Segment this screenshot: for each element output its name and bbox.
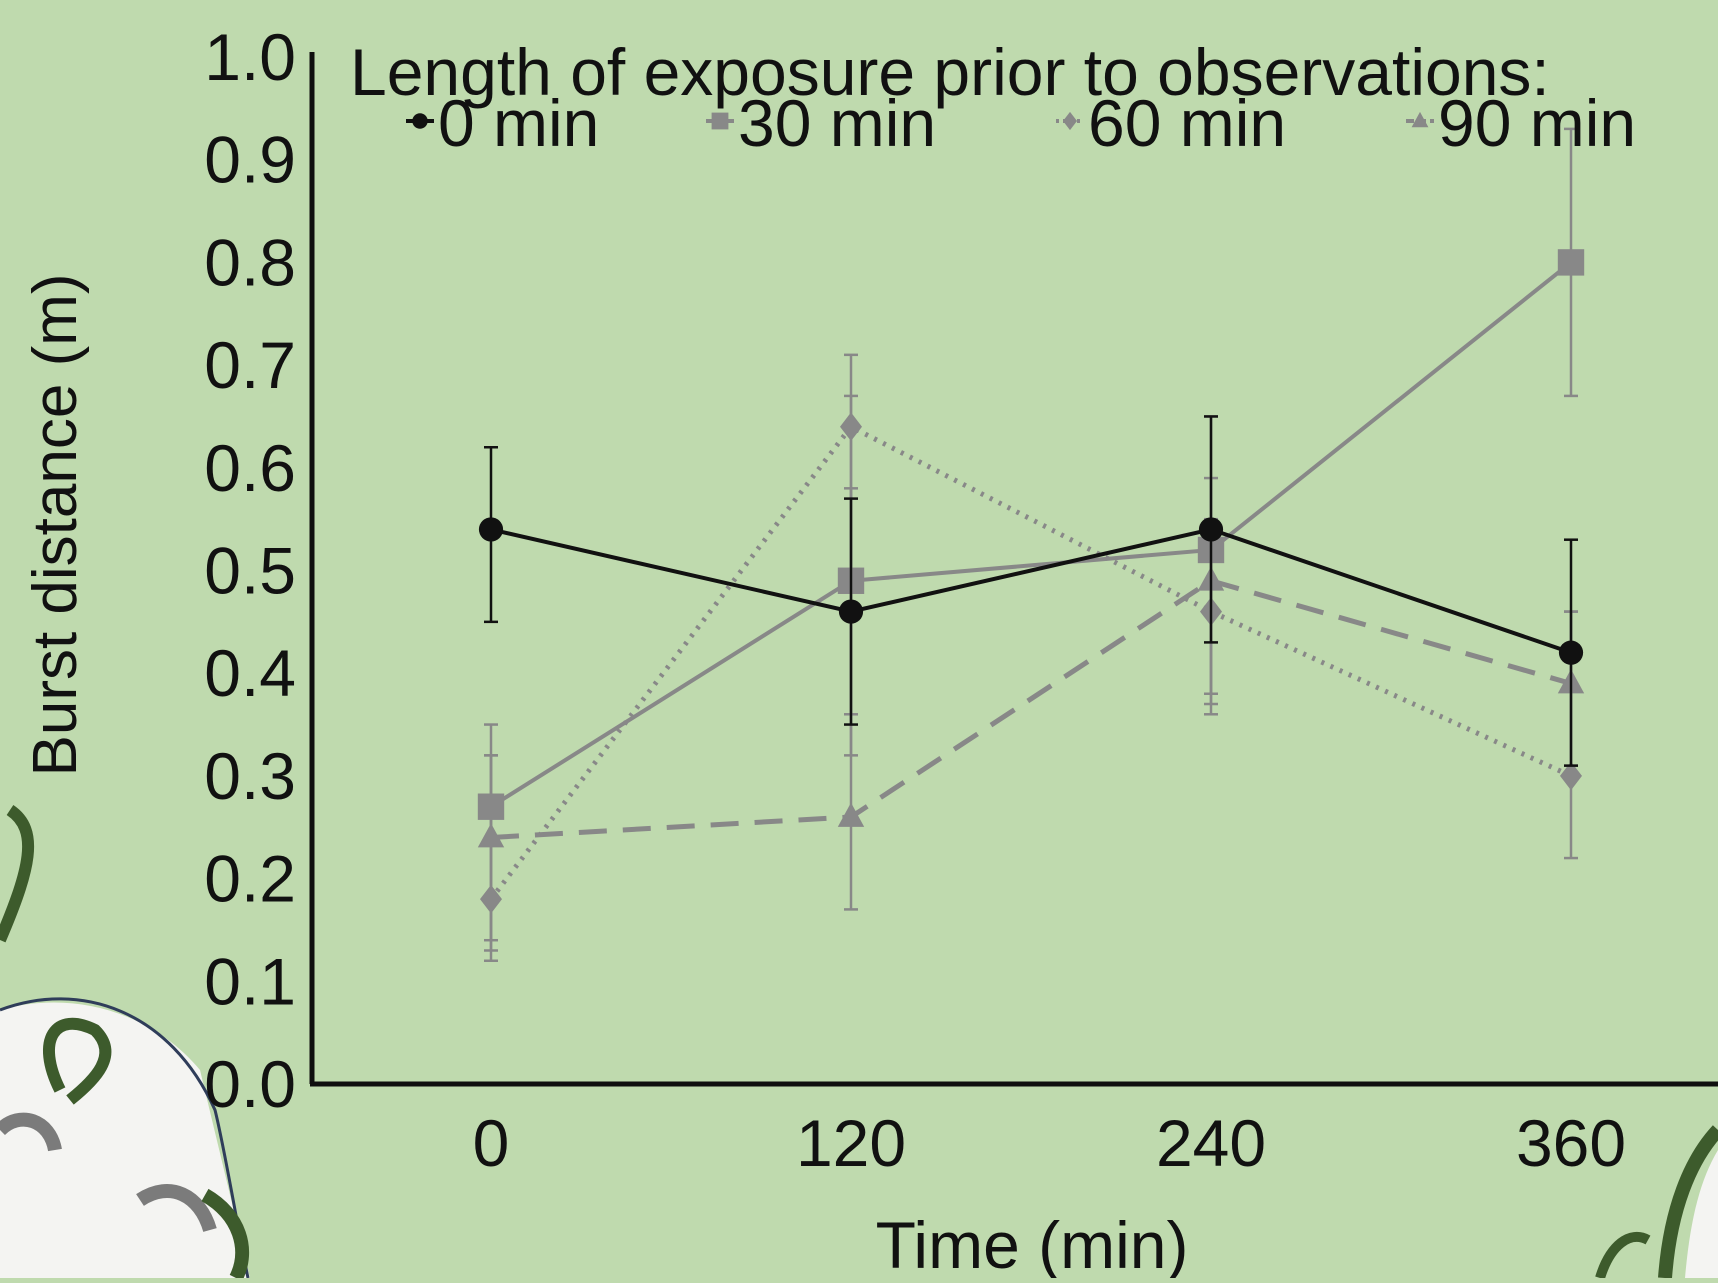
y-tick-labels: 0.0 0.1 0.2 0.3 0.4 0.5 0.6 0.7 0.8 0.9 1.0 xyxy=(204,20,296,1121)
data-point-circle xyxy=(412,113,428,129)
y-axis-label: Burst distance (m) xyxy=(21,273,90,776)
legend-label: 0 min xyxy=(438,86,599,160)
y-tick-label: 0.7 xyxy=(204,328,296,402)
data-point-diamond xyxy=(1063,111,1077,131)
left-leaf-1 xyxy=(0,805,35,943)
right-leaf-2 xyxy=(1595,1231,1651,1280)
legend-item: 90 min xyxy=(1406,86,1636,160)
data-point-triangle xyxy=(1411,111,1429,128)
x-tick-label: 360 xyxy=(1516,1106,1626,1180)
x-axis-label: Time (min) xyxy=(876,1208,1189,1278)
right-white-wreath xyxy=(1685,1150,1718,1278)
y-tick-label: 0.9 xyxy=(204,123,296,197)
leaf-decoration xyxy=(0,805,1718,1282)
x-tick-label: 120 xyxy=(796,1106,906,1180)
legend-item: 0 min xyxy=(406,86,599,160)
y-tick-label: 0.0 xyxy=(204,1047,296,1121)
legend-item: 30 min xyxy=(706,86,936,160)
data-point-square xyxy=(1557,249,1585,276)
y-tick-label: 0.5 xyxy=(204,534,296,608)
data-point-circle xyxy=(478,517,504,542)
series-line xyxy=(490,578,1572,841)
legend-label: 90 min xyxy=(1438,86,1636,160)
data-point-square xyxy=(477,793,505,820)
y-tick-label: 0.6 xyxy=(204,431,296,505)
x-tick-label: 0 xyxy=(473,1106,510,1180)
right-leaf-1 xyxy=(1658,1125,1718,1279)
left-leaf-3 xyxy=(0,1112,62,1152)
left-white-wreath xyxy=(0,1002,250,1278)
data-point-diamond xyxy=(1560,761,1582,791)
y-tick-label: 0.2 xyxy=(204,842,296,916)
left-leaf-2 xyxy=(43,1017,112,1105)
legend-label: 60 min xyxy=(1088,86,1286,160)
data-point-circle xyxy=(1198,517,1224,542)
data-point-circle xyxy=(838,599,864,624)
left-leaf-5 xyxy=(201,1188,250,1282)
legend-item: 60 min xyxy=(1056,86,1286,160)
data-point-circle xyxy=(1558,640,1584,665)
y-tick-label: 0.8 xyxy=(204,225,296,299)
series-line xyxy=(490,527,1572,655)
y-tick-label: 0.3 xyxy=(204,739,296,813)
y-tick-label: 1.0 xyxy=(204,20,296,94)
legend-label: 30 min xyxy=(738,86,936,160)
y-tick-label: 0.4 xyxy=(204,636,296,710)
series-line xyxy=(489,260,1573,809)
data-point-square xyxy=(711,112,729,130)
error-bar xyxy=(484,723,498,952)
series-layer xyxy=(477,127,1585,963)
legend: 0 min 30 min 60 min 90 min xyxy=(406,86,1636,160)
data-point-triangle xyxy=(837,802,865,827)
series-line xyxy=(489,423,1573,901)
x-tick-label: 240 xyxy=(1156,1106,1266,1180)
series-0-min xyxy=(478,415,1584,767)
y-tick-label: 0.1 xyxy=(204,944,296,1018)
left-leaf-4 xyxy=(136,1184,217,1233)
x-tick-labels: 0 120 240 360 xyxy=(473,1106,1626,1180)
series-60-min xyxy=(480,353,1582,963)
legend-title: Length of exposure prior to observations… xyxy=(350,35,1550,109)
